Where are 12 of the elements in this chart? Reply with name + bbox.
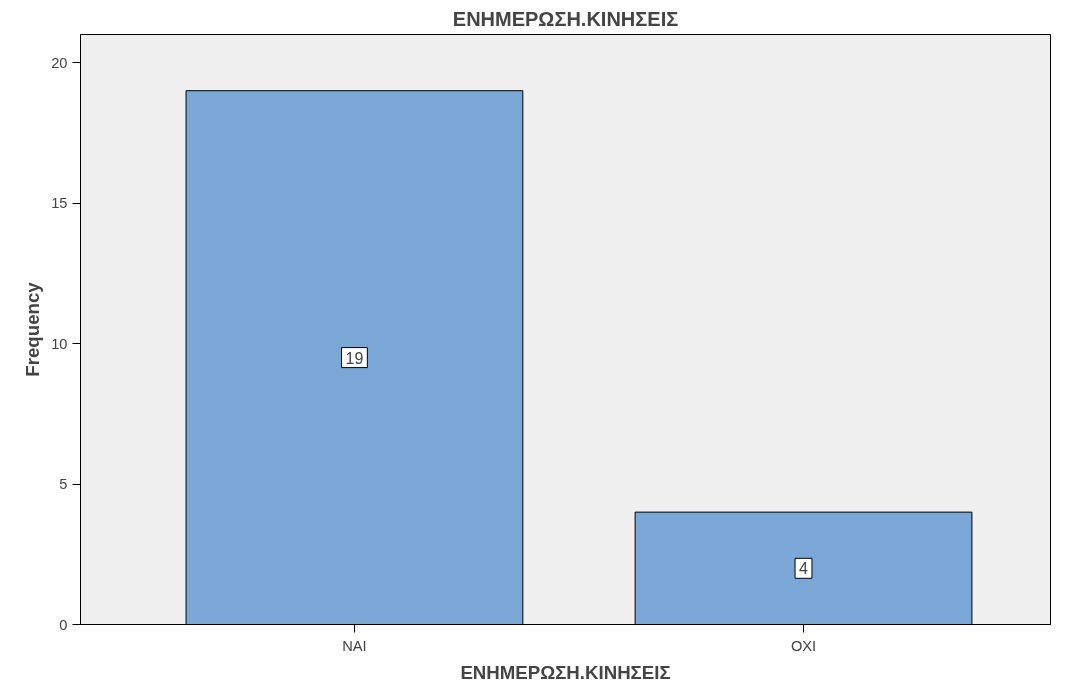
x-tick-label: NAI: [342, 637, 367, 654]
x-axis-title: ΕΝΗΜΕΡΩΣΗ.ΚΙΝΗΣΕΙΣ: [460, 661, 671, 683]
y-tick-label: 20: [51, 54, 68, 71]
y-tick-label: 15: [51, 195, 68, 212]
y-tick-label: 10: [51, 335, 68, 352]
y-axis-title: Frequency: [22, 281, 44, 377]
chart-title: ΕΝΗΜΕΡΩΣΗ.ΚΙΝΗΣΕΙΣ: [452, 7, 679, 30]
y-tick-label: 0: [59, 616, 68, 633]
y-tick-label: 5: [59, 476, 68, 493]
data-label: 4: [799, 560, 809, 578]
data-label: 19: [345, 349, 364, 367]
x-tick-label: OXI: [790, 637, 817, 654]
